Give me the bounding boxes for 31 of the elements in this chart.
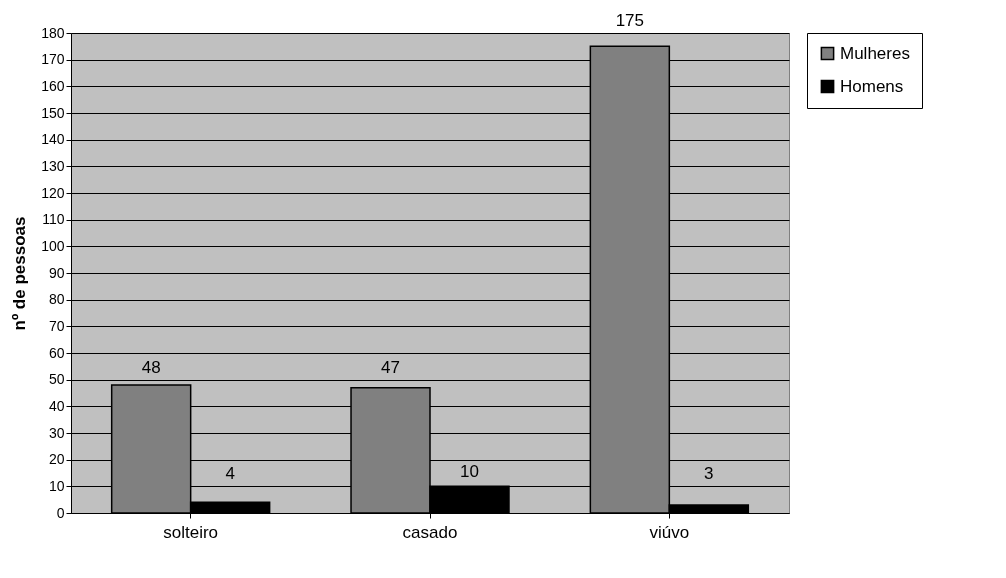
- y-tick-label: 170: [41, 51, 65, 68]
- x-tick-label: solteiro: [163, 522, 219, 542]
- y-tick-label: 0: [56, 504, 65, 521]
- data-label: 175: [615, 11, 645, 31]
- y-tick-label: 60: [48, 344, 65, 361]
- y-tick-label: 140: [41, 131, 65, 148]
- y-tick-label: 180: [41, 24, 65, 41]
- data-label: 10: [460, 462, 479, 482]
- data-label: 47: [381, 357, 400, 377]
- y-tick-label: 80: [48, 291, 65, 308]
- y-tick-label: 150: [41, 104, 65, 121]
- y-tick-label: 30: [48, 424, 65, 441]
- y-axis-title: nº de pessoas: [10, 216, 30, 331]
- y-tick-label: 110: [42, 211, 65, 228]
- y-tick-label: 50: [48, 371, 65, 388]
- y-tick-label: 120: [41, 184, 65, 201]
- x-tick-label: viúvo: [649, 522, 690, 542]
- data-label: 4: [225, 464, 235, 484]
- y-tick-label: 100: [41, 237, 65, 254]
- y-tick-label: 160: [41, 77, 65, 94]
- legend-label: Homens: [840, 76, 904, 96]
- data-label: 48: [141, 357, 161, 377]
- y-tick-label: 130: [41, 157, 65, 174]
- x-tick-label: casado: [402, 522, 458, 542]
- y-tick-label: 40: [48, 397, 65, 414]
- data-label: 3: [704, 464, 714, 484]
- y-tick-label: 90: [48, 264, 65, 281]
- y-tick-label: 20: [48, 451, 65, 468]
- y-tick-label: 70: [48, 317, 65, 334]
- y-tick-label: 10: [48, 477, 65, 494]
- legend-label: Mulheres: [840, 43, 910, 63]
